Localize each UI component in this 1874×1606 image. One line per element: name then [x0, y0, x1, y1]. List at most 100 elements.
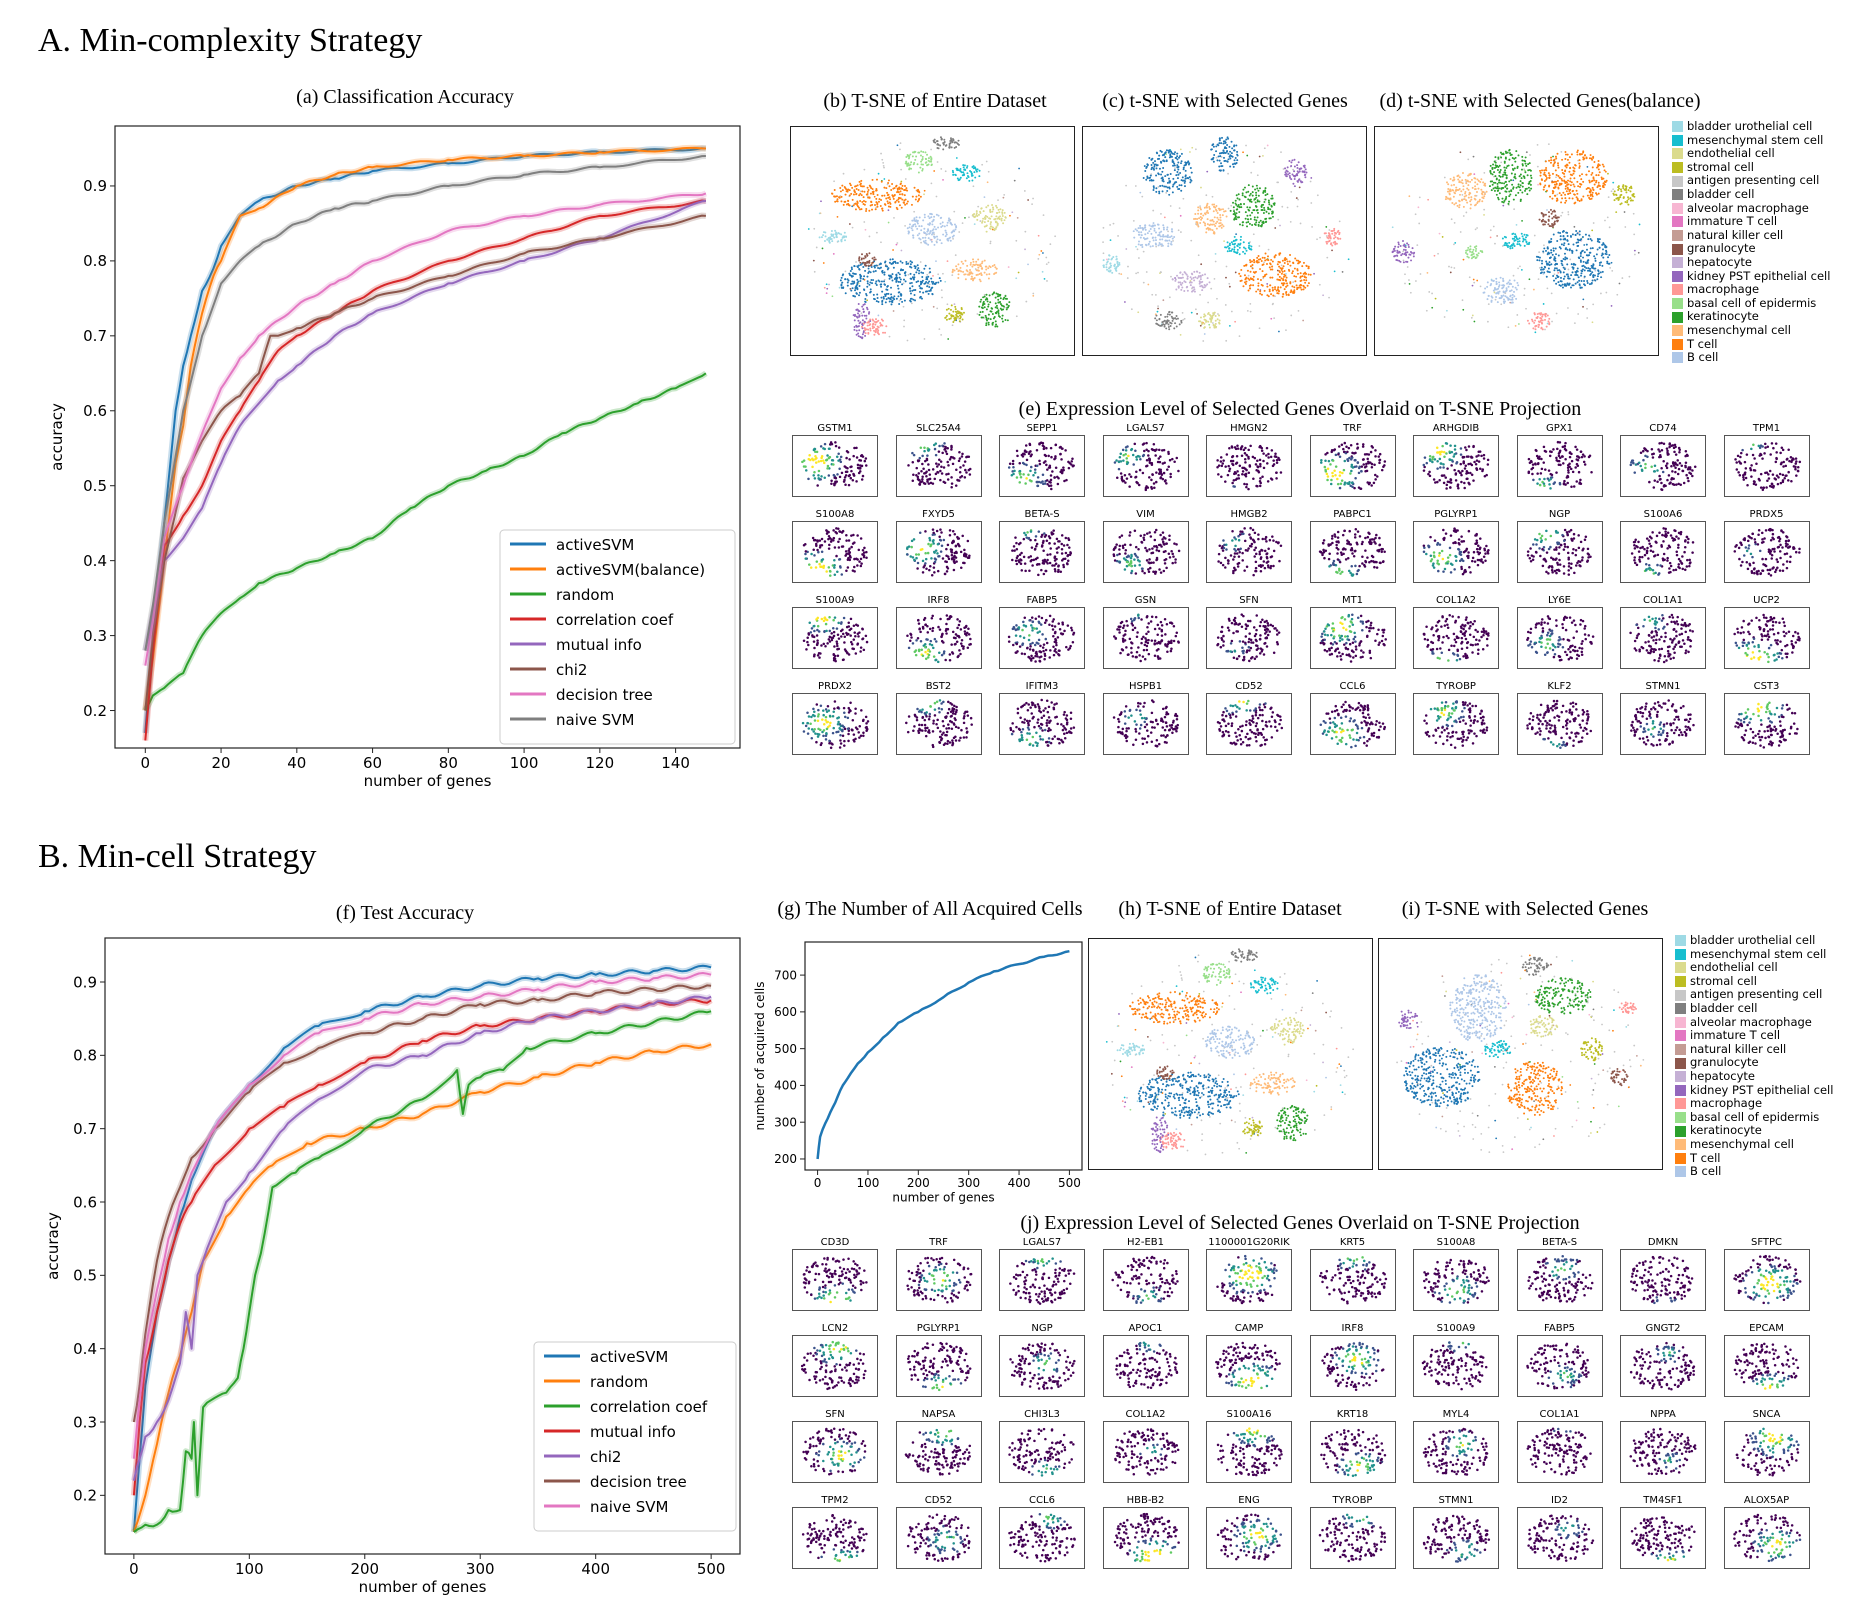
tsne-point [1264, 252, 1267, 255]
tsne-point [1116, 1025, 1119, 1028]
tsne-point [991, 206, 994, 209]
tsne-point [1271, 1036, 1274, 1038]
tsne-point [997, 208, 1000, 211]
tsne-point [1199, 324, 1202, 327]
tsne-point [921, 168, 924, 171]
tsne-point [846, 278, 849, 281]
tsne-point [1476, 178, 1479, 181]
tsne-point [985, 273, 988, 276]
tsne-point [1557, 216, 1560, 219]
tsne-point [1243, 195, 1246, 198]
tsne-point [1243, 281, 1246, 284]
tsne-point [1588, 254, 1591, 257]
tsne-point [1542, 303, 1545, 305]
tsne-point [898, 276, 901, 279]
tsne-point [1583, 275, 1586, 278]
tsne-point [1257, 288, 1260, 291]
tsne-point [1466, 187, 1469, 190]
tsne-point [1501, 287, 1504, 290]
tsne-point [1218, 152, 1221, 155]
tsne-point [1544, 266, 1547, 269]
tsne-point [1576, 151, 1579, 154]
tsne-point [1301, 181, 1304, 184]
tsne-point [989, 209, 992, 212]
tsne-point [1451, 179, 1454, 182]
tsne-point [1513, 235, 1516, 238]
tsne-point [881, 324, 884, 327]
tsne-point [1277, 286, 1280, 289]
tsne-point [954, 228, 957, 231]
tsne-point [1577, 241, 1580, 244]
tsne-point [899, 260, 902, 263]
tsne-point [1299, 272, 1302, 275]
tsne-point [1469, 248, 1472, 251]
tsne-point [1292, 182, 1295, 185]
tsne-point [1165, 160, 1168, 163]
tsne-point [1225, 246, 1228, 249]
tsne-point [1230, 152, 1233, 155]
tsne-point [1574, 282, 1577, 285]
tsne-point [1205, 205, 1208, 208]
tsne-point [1542, 268, 1545, 271]
y-tick-label: 0.2 [73, 1487, 97, 1505]
tsne-point [1453, 183, 1456, 186]
tsne-point [1564, 201, 1567, 204]
tsne-point [1278, 330, 1280, 333]
tsne-point [1205, 204, 1208, 207]
tsne-point [1161, 321, 1164, 324]
tsne-point [1159, 184, 1162, 187]
tsne-point [1202, 214, 1205, 217]
tsne-point [1604, 219, 1606, 222]
tsne-point [1170, 235, 1173, 238]
tsne-point [893, 260, 896, 263]
tsne-selected-genes-c [1082, 126, 1367, 356]
tsne-point [1406, 242, 1409, 245]
tsne-point [839, 279, 842, 282]
tsne-point [929, 212, 932, 215]
tsne-point [1176, 177, 1179, 180]
tsne-point [1124, 1101, 1127, 1104]
tsne-point [1197, 206, 1200, 209]
tsne-point [1565, 199, 1568, 202]
tsne-point [1162, 228, 1165, 231]
tsne-point [1041, 270, 1044, 273]
tsne-point [857, 280, 860, 283]
tsne-point [1444, 198, 1447, 201]
tsne-point [890, 303, 893, 306]
tsne-point [965, 269, 968, 272]
tsne-point [1464, 192, 1467, 195]
tsne-point [1289, 1041, 1292, 1044]
tsne-point [1144, 243, 1147, 246]
tsne-point [901, 193, 904, 196]
tsne-point [1166, 226, 1169, 229]
tsne-point [1239, 238, 1242, 241]
tsne-point [1560, 177, 1563, 180]
tsne-point [1142, 250, 1145, 253]
tsne-point [897, 280, 900, 283]
tsne-point [1525, 307, 1527, 310]
tsne-point [862, 196, 865, 199]
tsne-point [1251, 185, 1254, 188]
tsne-point [1244, 211, 1247, 214]
tsne-point [1212, 313, 1215, 316]
tsne-point [1557, 174, 1560, 177]
tsne-point [1167, 245, 1170, 248]
tsne-point [820, 236, 823, 239]
tsne-point [1287, 173, 1290, 176]
tsne-point [1144, 224, 1147, 227]
tsne-point [957, 263, 960, 266]
tsne-point [1155, 167, 1158, 170]
tsne-point [1290, 289, 1293, 292]
tsne-point [950, 146, 953, 149]
tsne-point [976, 168, 979, 171]
tsne-point [1105, 1041, 1108, 1043]
tsne-point [902, 282, 905, 285]
tsne-point [1285, 282, 1288, 285]
tsne-point [1463, 195, 1466, 198]
tsne-point [1152, 209, 1155, 212]
tsne-point [868, 252, 871, 255]
tsne-point [1211, 144, 1214, 147]
tsne-point [1506, 151, 1509, 154]
tsne-point [1475, 191, 1478, 194]
tsne-point [1233, 1008, 1236, 1010]
